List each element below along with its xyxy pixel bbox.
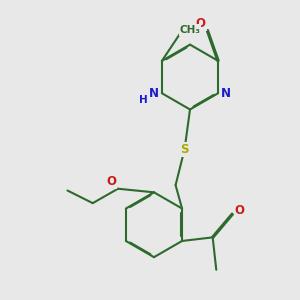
Text: N: N [149, 87, 159, 100]
Text: H: H [139, 95, 148, 105]
Text: O: O [106, 175, 116, 188]
Text: S: S [180, 142, 189, 156]
Text: N: N [221, 87, 231, 100]
Text: O: O [235, 204, 245, 217]
Text: O: O [196, 17, 206, 30]
Text: CH₃: CH₃ [179, 25, 200, 35]
